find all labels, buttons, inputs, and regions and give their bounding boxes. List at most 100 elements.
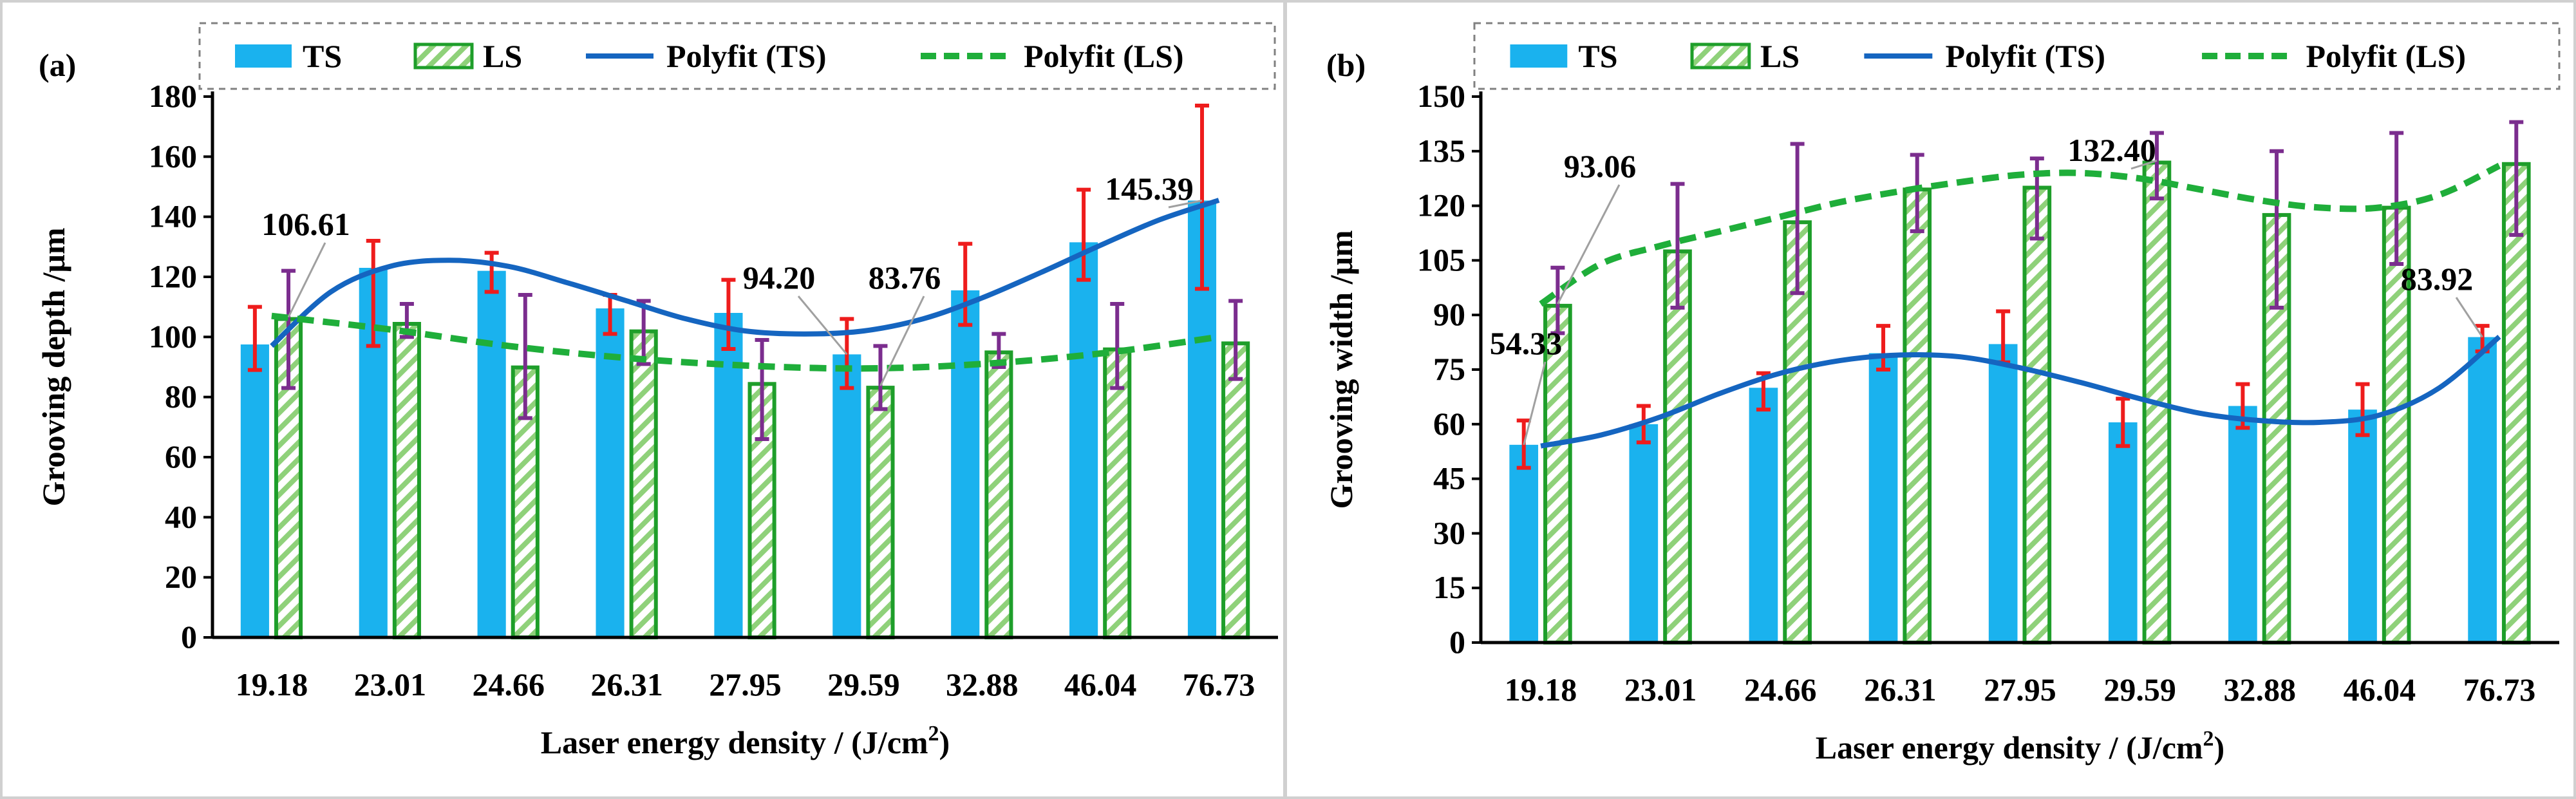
- y-tick-label: 120: [149, 258, 197, 294]
- legend-ts-label: TS: [303, 38, 342, 74]
- y-tick-label: 90: [1433, 296, 1465, 332]
- x-tick-label: 32.88: [946, 666, 1019, 702]
- x-tick-label: 32.88: [2223, 672, 2296, 708]
- x-axis-title-main: Laser energy density / (J/cm: [1816, 729, 2203, 766]
- x-tick-label: 19.18: [1505, 672, 1577, 708]
- ls-bar: [1103, 347, 1132, 640]
- ls-bar: [747, 382, 776, 639]
- ls-error-bar: [1550, 265, 1565, 335]
- data-label: 145.39: [1105, 171, 1194, 207]
- ts-bar: [2228, 406, 2257, 643]
- annotation-leader: [2455, 297, 2483, 338]
- polyfit-ls-curve: [1539, 162, 2501, 307]
- legend-ts-label: TS: [1578, 38, 1617, 74]
- y-tick-label: 40: [165, 498, 197, 534]
- ts-bar: [2348, 409, 2377, 643]
- y-axis-title: Grooving depth /μm: [35, 227, 71, 506]
- legend-ls-swatch: [413, 42, 474, 70]
- annotation-leader: [879, 296, 925, 386]
- ls-error-bar: [1228, 299, 1243, 381]
- data-label: 93.06: [1564, 148, 1637, 184]
- y-tick-label: 15: [1433, 569, 1465, 605]
- ts-error-bar: [247, 305, 262, 372]
- annotation: 54.33: [1490, 325, 1562, 446]
- panel-label: (a): [39, 47, 76, 83]
- legend-box: [198, 22, 1276, 90]
- y-tick-label: 60: [1433, 406, 1465, 442]
- ts-error-bar: [2116, 397, 2130, 448]
- chart-panel-a: (a) 0 20 40 60 80 100 120 140 160 180 19.18 23.01 24.…: [35, 22, 1278, 760]
- ls-error-bar: [1110, 302, 1125, 390]
- x-tick-label: 27.95: [709, 666, 782, 702]
- annotation: 83.92: [2401, 261, 2483, 338]
- legend-polyfit-ls-label: Polyfit (LS): [1024, 38, 1184, 74]
- polyfit-ts-curve: [270, 198, 1220, 348]
- legend-ls-label: LS: [1760, 38, 1800, 74]
- x-tick-label: 46.04: [2344, 672, 2416, 708]
- annotation-leader: [1557, 184, 1621, 305]
- ts-bar: [2468, 337, 2497, 643]
- ts-error-bar: [1076, 187, 1091, 282]
- y-tick-label: 30: [1433, 514, 1465, 550]
- polyfit-ls-curve: [271, 312, 1219, 372]
- x-tick-label: 29.59: [2103, 672, 2176, 708]
- ts-error-bar: [366, 239, 381, 348]
- ts-error-bar: [2355, 382, 2370, 437]
- x-tick-label: 27.95: [1984, 672, 2056, 708]
- legend-ls-label: LS: [483, 38, 522, 74]
- legend: TS LS Polyfit (TS) Polyfit (LS): [198, 22, 1276, 90]
- ls-error-bar: [755, 338, 769, 441]
- annotation-leader: [797, 296, 848, 355]
- y-tick-label: 160: [149, 138, 197, 174]
- x-axis-title: Laser energy density / (J/cm2): [1816, 727, 2224, 766]
- y-tick-label: 60: [165, 438, 197, 475]
- ls-bar: [1221, 341, 1250, 639]
- ls-bar: [866, 386, 895, 639]
- y-tick-label: 0: [181, 619, 197, 655]
- x-tick-label: 24.66: [1744, 672, 1817, 708]
- polyfit-ts-curve: [1540, 335, 2501, 449]
- y-tick-label: 120: [1417, 187, 1465, 223]
- ls-bar: [1903, 187, 1932, 645]
- ls-error-bar: [2270, 149, 2284, 310]
- data-label: 106.61: [261, 206, 350, 242]
- ls-error-bar: [636, 299, 651, 366]
- ls-bar: [629, 329, 658, 640]
- ls-error-bar: [1670, 182, 1685, 310]
- x-tick-label: 29.59: [827, 666, 900, 702]
- y-tick-label: 80: [165, 379, 197, 415]
- legend-ls-swatch: [1690, 42, 1751, 70]
- ts-error-bar: [1876, 324, 1891, 371]
- legend-polyfit-ls-label: Polyfit (LS): [2306, 38, 2466, 74]
- ls-bar: [392, 322, 421, 639]
- x-tick-label: 26.31: [590, 666, 663, 702]
- x-axis-title-end: ): [939, 724, 950, 760]
- data-label: 132.40: [2067, 132, 2156, 168]
- ls-bar: [984, 350, 1013, 639]
- ts-bar: [1749, 388, 1778, 643]
- legend: TS LS Polyfit (TS) Polyfit (LS): [1473, 22, 2561, 90]
- ts-bar: [2108, 422, 2138, 643]
- ts-bar: [1069, 242, 1098, 637]
- ls-bar: [2382, 205, 2411, 645]
- data-label: 83.76: [869, 259, 941, 296]
- y-tick-label: 180: [149, 78, 197, 114]
- ts-error-bar: [721, 277, 736, 351]
- annotation-leader: [1168, 200, 1203, 209]
- annotation: 94.20: [743, 259, 848, 355]
- ts-bar: [951, 290, 980, 637]
- x-tick-label: 46.04: [1064, 666, 1137, 702]
- y-axis-title: Grooving width /μm: [1323, 230, 1359, 509]
- ts-bar: [1988, 344, 2018, 643]
- x-tick-label: 26.31: [1864, 672, 1937, 708]
- annotation: 93.06: [1557, 148, 1637, 305]
- y-tick-label: 75: [1433, 351, 1465, 387]
- ts-bar: [596, 308, 625, 637]
- ts-error-bar: [1194, 104, 1209, 291]
- annotation: 83.76: [869, 259, 941, 386]
- y-tick-label: 20: [165, 559, 197, 595]
- ls-error-bar: [2149, 131, 2164, 201]
- legend-ts-swatch: [235, 44, 292, 68]
- y-tick-label: 135: [1417, 133, 1465, 169]
- y-tick-label: 150: [1417, 78, 1465, 114]
